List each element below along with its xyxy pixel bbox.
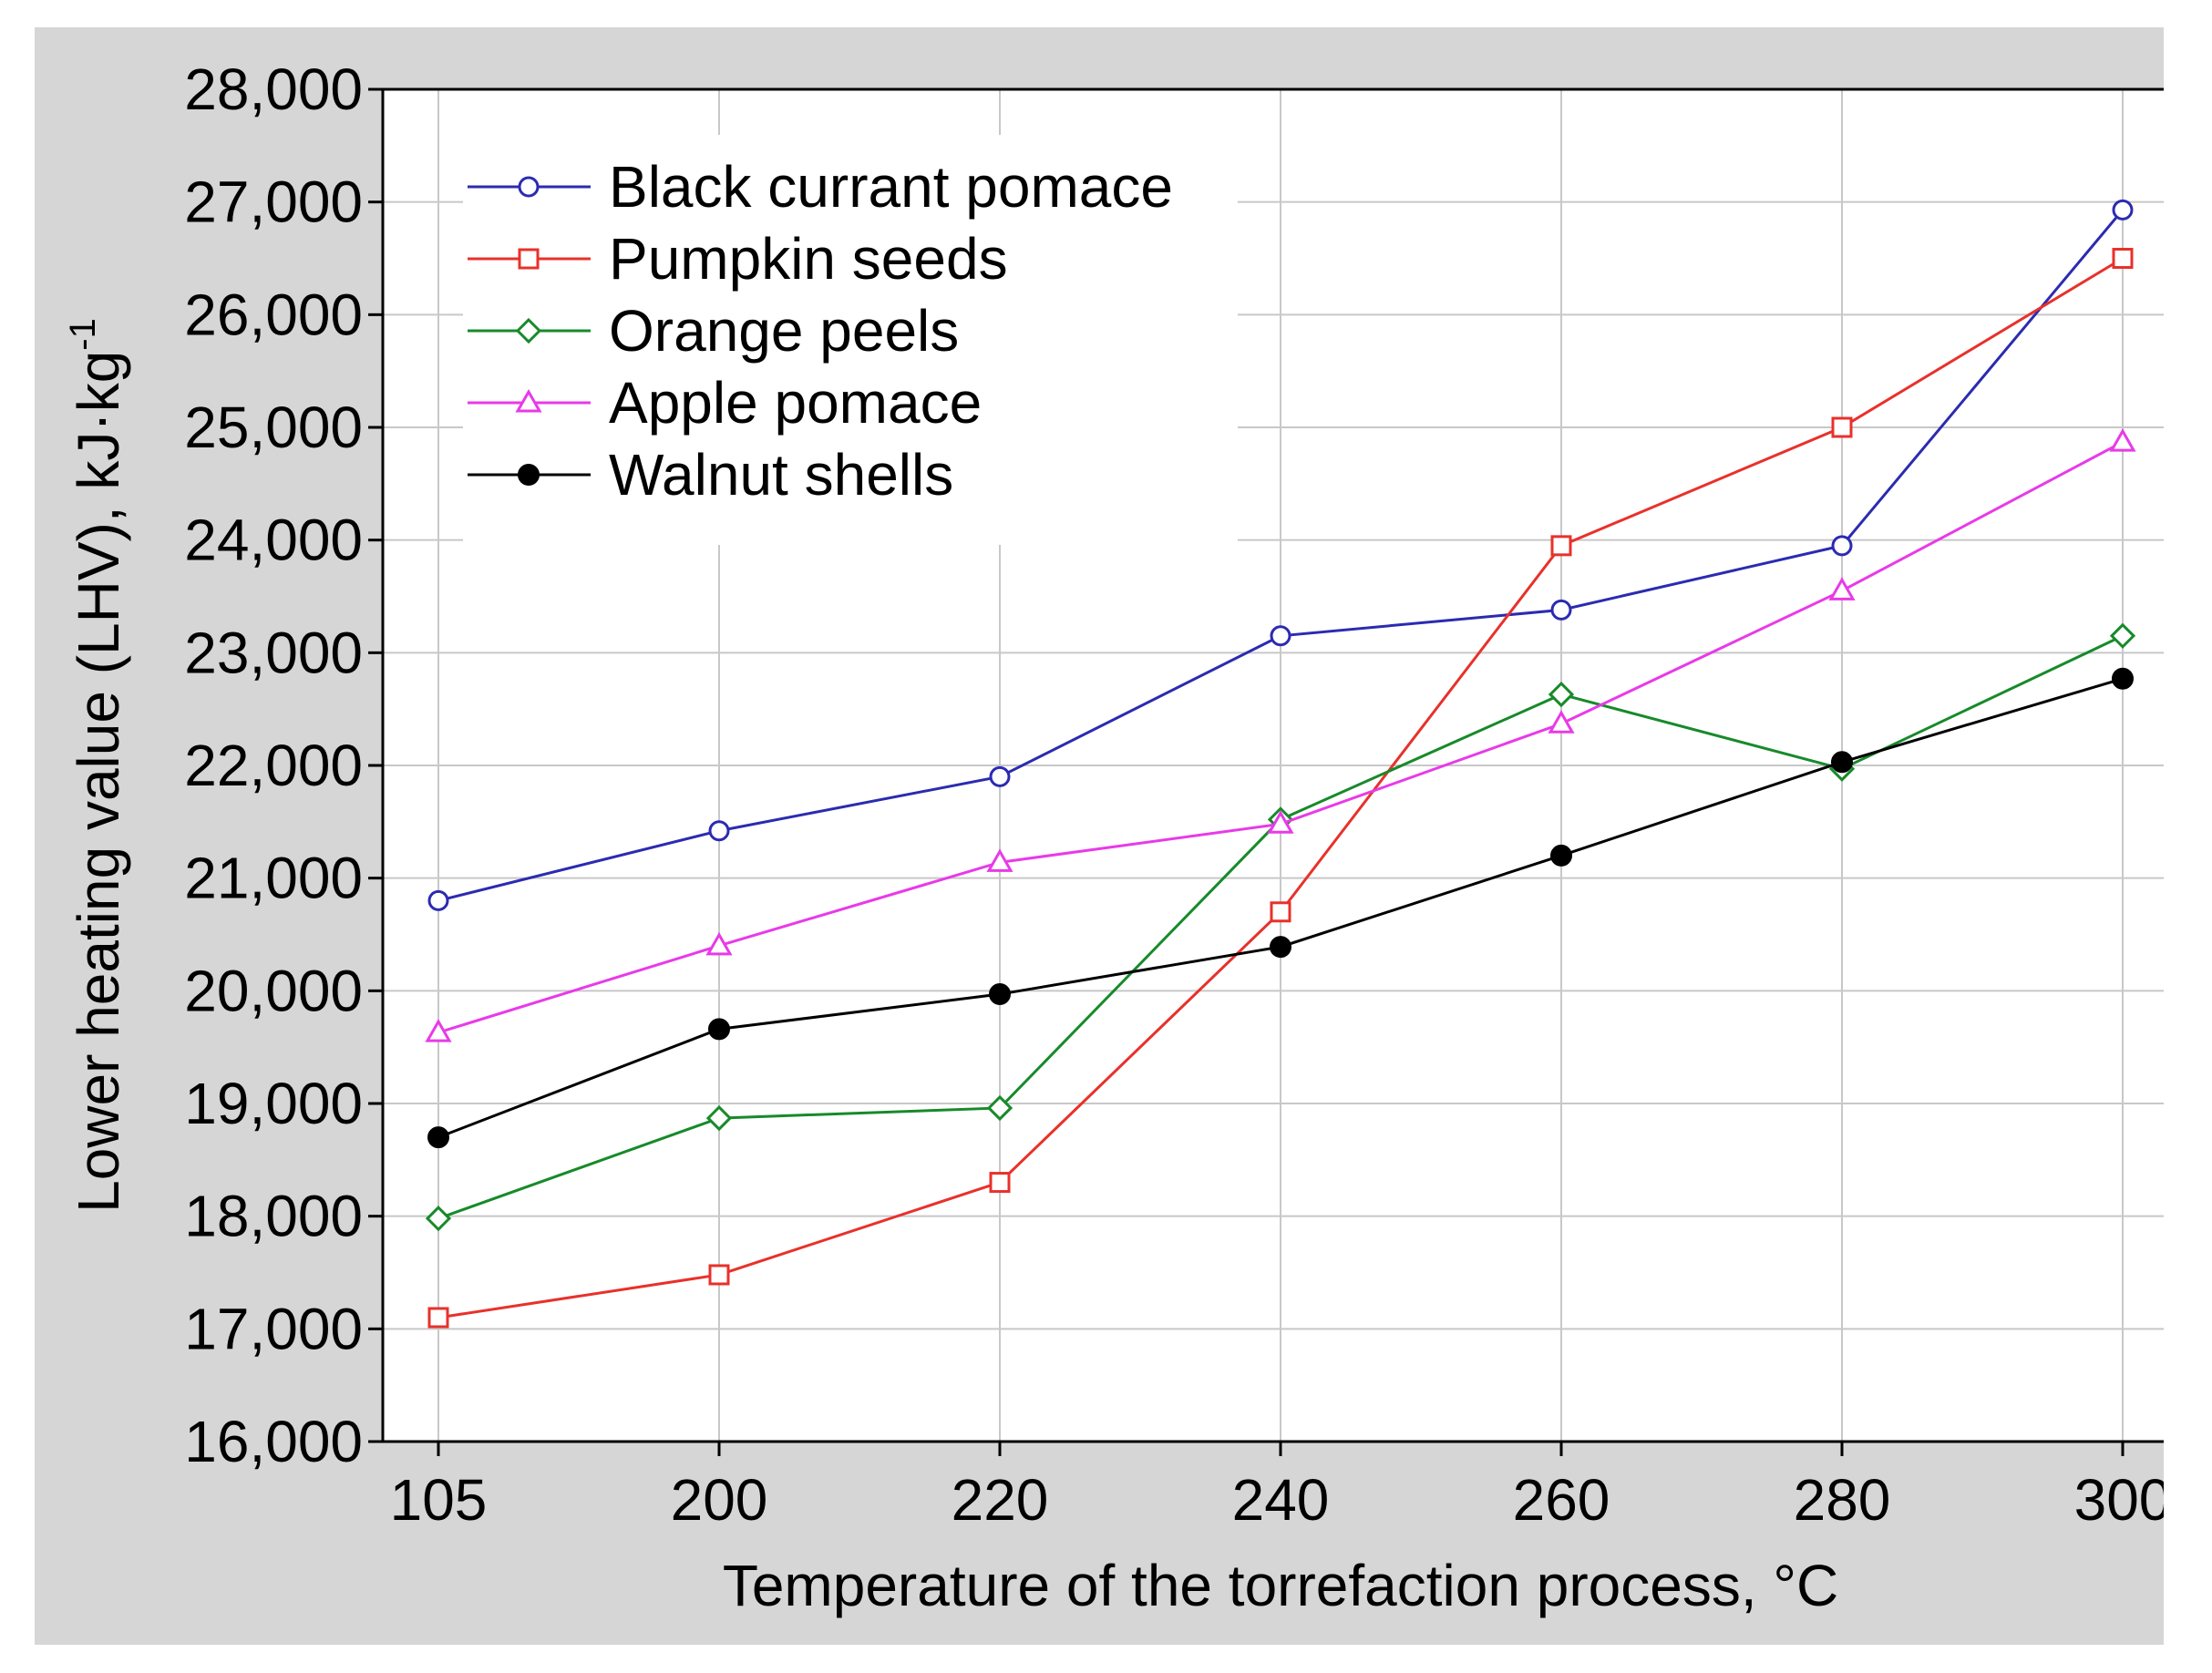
legend-marker bbox=[518, 464, 540, 486]
y-tick-label: 17,000 bbox=[184, 1296, 363, 1361]
legend-marker bbox=[515, 388, 542, 413]
legend-box bbox=[463, 135, 1238, 545]
y-tick-label: 21,000 bbox=[184, 846, 363, 911]
chart-frame: 16,000 17,000 18,000 19,000 20,000 21,000 22,0… bbox=[35, 27, 2164, 1645]
data-point bbox=[427, 1307, 449, 1329]
x-axis-title: Temperature of the torrefaction process,… bbox=[723, 1553, 1838, 1618]
x-tick-label: 105 bbox=[390, 1467, 488, 1533]
x-tick-label: 200 bbox=[671, 1467, 768, 1533]
y-axis-title-superscript: -1 bbox=[63, 318, 103, 351]
series-black-currant-pomace bbox=[427, 199, 2134, 911]
legend-item: Black currant pomace bbox=[468, 154, 1173, 220]
legend-label: Orange peels bbox=[609, 298, 959, 364]
x-tick-label: 240 bbox=[1232, 1467, 1330, 1533]
y-axis-title-main: Lower heating value (LHV), kJ·kg bbox=[66, 351, 131, 1213]
data-point bbox=[708, 1018, 730, 1041]
data-point bbox=[427, 889, 449, 911]
y-axis-ticks: 16,000 17,000 18,000 19,000 20,000 21,000 22,0… bbox=[184, 56, 383, 1474]
data-point bbox=[705, 1104, 733, 1132]
y-axis-title: Lower heating value (LHV), kJ·kg-1 bbox=[63, 318, 131, 1213]
data-point bbox=[986, 1094, 1013, 1122]
data-point bbox=[1831, 751, 1853, 774]
series-pumpkin-seeds bbox=[427, 248, 2134, 1329]
legend-item: Orange peels bbox=[468, 298, 959, 364]
series-walnut-shells bbox=[427, 667, 2134, 1149]
data-point bbox=[1828, 577, 1856, 600]
data-point bbox=[1831, 416, 1853, 438]
y-tick-label: 27,000 bbox=[184, 169, 363, 235]
data-point bbox=[986, 848, 1013, 872]
data-point bbox=[1831, 535, 1853, 557]
x-tick-label: 260 bbox=[1513, 1467, 1610, 1533]
data-point bbox=[708, 820, 730, 842]
legend-item: Apple pomace bbox=[468, 370, 982, 436]
series-lines bbox=[425, 199, 2136, 1329]
data-point bbox=[2109, 622, 2136, 649]
data-point bbox=[989, 765, 1011, 787]
legend-label: Apple pomace bbox=[609, 370, 982, 436]
data-point bbox=[1550, 844, 1572, 867]
legend-item: Pumpkin seeds bbox=[468, 226, 1008, 292]
data-point bbox=[1550, 535, 1572, 557]
data-point bbox=[1548, 681, 1575, 708]
x-tick-label: 280 bbox=[1794, 1467, 1891, 1533]
data-point bbox=[1267, 810, 1294, 834]
data-point bbox=[989, 983, 1011, 1006]
data-point bbox=[1270, 625, 1291, 647]
x-axis-ticks: 105 200 220 240 260 280 300 bbox=[390, 1442, 2164, 1533]
data-point bbox=[708, 1264, 730, 1286]
legend-marker bbox=[518, 248, 540, 270]
y-tick-label: 25,000 bbox=[184, 395, 363, 460]
y-tick-label: 23,000 bbox=[184, 620, 363, 685]
data-point bbox=[2112, 248, 2134, 269]
line-chart: 16,000 17,000 18,000 19,000 20,000 21,000 22,0… bbox=[35, 27, 2164, 1645]
x-tick-label: 300 bbox=[2074, 1467, 2164, 1533]
legend-label: Pumpkin seeds bbox=[609, 226, 1008, 292]
legend-item: Walnut shells bbox=[468, 442, 953, 508]
data-point bbox=[427, 1126, 449, 1149]
data-point bbox=[705, 931, 733, 956]
data-point bbox=[2112, 199, 2134, 221]
legend-label: Walnut shells bbox=[609, 442, 953, 508]
legend-label: Black currant pomace bbox=[609, 154, 1173, 220]
y-tick-label: 24,000 bbox=[184, 508, 363, 573]
y-tick-label: 19,000 bbox=[184, 1071, 363, 1136]
y-tick-label: 22,000 bbox=[184, 733, 363, 798]
legend-marker bbox=[518, 176, 540, 198]
y-tick-label: 18,000 bbox=[184, 1184, 363, 1249]
data-point bbox=[425, 1019, 452, 1042]
data-point bbox=[1270, 936, 1291, 959]
data-point bbox=[1550, 599, 1572, 621]
data-point bbox=[1270, 901, 1291, 923]
legend-marker bbox=[515, 317, 542, 344]
y-tick-label: 28,000 bbox=[184, 56, 363, 122]
data-point bbox=[989, 1172, 1011, 1194]
data-point bbox=[425, 1206, 452, 1232]
y-tick-label: 16,000 bbox=[184, 1409, 363, 1474]
y-tick-label: 26,000 bbox=[184, 282, 363, 347]
x-tick-label: 220 bbox=[952, 1467, 1049, 1533]
series-apple-pomace bbox=[425, 428, 2136, 1042]
data-point bbox=[2109, 428, 2136, 452]
data-point bbox=[2112, 667, 2134, 690]
y-tick-label: 20,000 bbox=[184, 958, 363, 1023]
data-point bbox=[1548, 710, 1575, 734]
